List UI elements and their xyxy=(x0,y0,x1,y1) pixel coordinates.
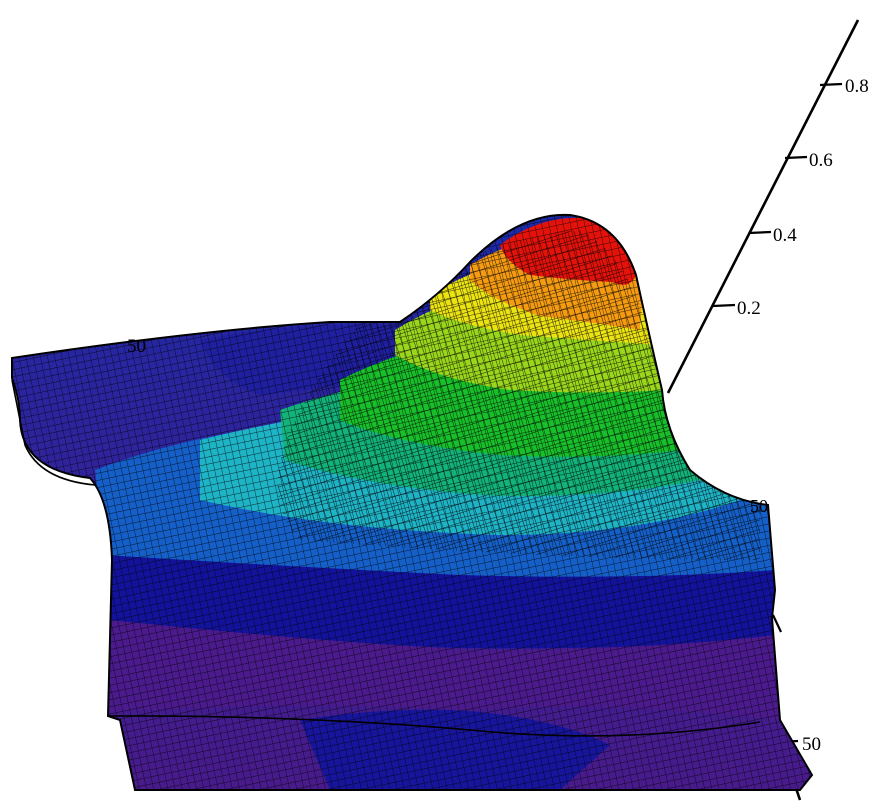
z-tick-label: 0.4 xyxy=(773,225,797,246)
x-tick-label: 50 xyxy=(127,336,146,357)
z-tick-label: 0.6 xyxy=(809,150,833,171)
axis-edge-mark xyxy=(772,614,782,633)
z-axis-tick xyxy=(748,230,772,235)
z-axis: 0.8 0.6 0.4 0.2 xyxy=(666,19,869,394)
y-tick-label-partial: 50 xyxy=(750,496,768,516)
z-tick-label: 0.8 xyxy=(845,76,869,97)
surface-edge xyxy=(107,715,761,737)
z-axis-tick xyxy=(784,155,808,160)
surface-edge xyxy=(11,379,96,486)
y-tick-label: 50 xyxy=(802,734,821,755)
z-axis-tick xyxy=(712,303,736,308)
z-axis-tick xyxy=(819,82,843,87)
z-tick-label: 0.2 xyxy=(737,298,761,319)
z-axis-line xyxy=(666,19,860,394)
surface-mesh-steep xyxy=(277,230,760,560)
